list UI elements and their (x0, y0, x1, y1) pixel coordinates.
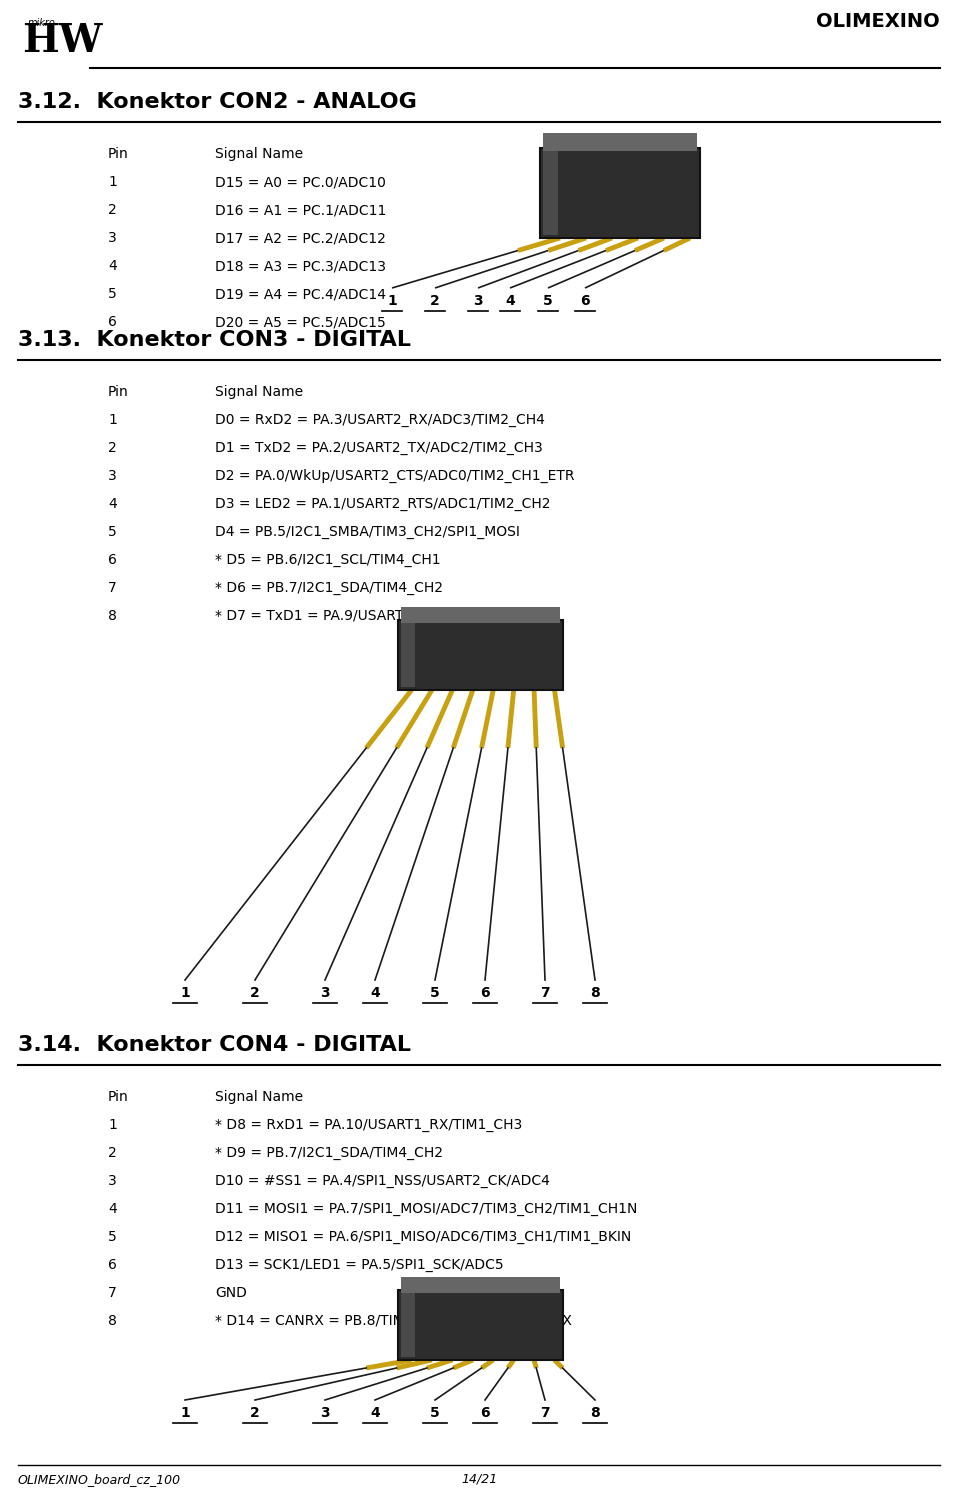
Text: Signal Name: Signal Name (215, 386, 303, 399)
Text: D0 = RxD2 = PA.3/USART2_RX/ADC3/TIM2_CH4: D0 = RxD2 = PA.3/USART2_RX/ADC3/TIM2_CH4 (215, 413, 545, 428)
Text: 1: 1 (108, 175, 117, 188)
Text: 1: 1 (108, 413, 117, 428)
Text: 7: 7 (108, 1286, 117, 1301)
FancyBboxPatch shape (400, 607, 560, 623)
Text: * D8 = RxD1 = PA.10/USART1_RX/TIM1_CH3: * D8 = RxD1 = PA.10/USART1_RX/TIM1_CH3 (215, 1118, 522, 1132)
FancyBboxPatch shape (540, 148, 700, 238)
Text: 2: 2 (430, 295, 440, 308)
Text: * D9 = PB.7/I2C1_SDA/TIM4_CH2: * D9 = PB.7/I2C1_SDA/TIM4_CH2 (215, 1147, 443, 1160)
Text: 7: 7 (108, 582, 117, 595)
Text: 6: 6 (580, 295, 589, 308)
Text: D10 = #SS1 = PA.4/SPI1_NSS/USART2_CK/ADC4: D10 = #SS1 = PA.4/SPI1_NSS/USART2_CK/ADC… (215, 1174, 550, 1189)
Text: 6: 6 (108, 553, 117, 567)
Text: 1: 1 (108, 1118, 117, 1132)
Text: Signal Name: Signal Name (215, 1090, 303, 1103)
Text: 4: 4 (108, 496, 117, 511)
Text: 3: 3 (108, 469, 117, 483)
Text: 4: 4 (108, 259, 117, 274)
FancyBboxPatch shape (543, 133, 697, 151)
Text: Pin: Pin (108, 1090, 129, 1103)
Text: 1: 1 (387, 295, 396, 308)
Text: 5: 5 (108, 525, 117, 540)
Text: 4: 4 (371, 1405, 380, 1420)
FancyBboxPatch shape (543, 151, 558, 235)
Text: 8: 8 (590, 1405, 600, 1420)
Text: mikro: mikro (28, 18, 56, 28)
Text: D19 = A4 = PC.4/ADC14: D19 = A4 = PC.4/ADC14 (215, 287, 386, 300)
Text: 3.12.  Konektor CON2 - ANALOG: 3.12. Konektor CON2 - ANALOG (18, 93, 417, 112)
Text: 3: 3 (108, 1174, 117, 1189)
Text: 6: 6 (480, 987, 490, 1000)
Text: GND: GND (215, 1286, 247, 1301)
Text: D2 = PA.0/WkUp/USART2_CTS/ADC0/TIM2_CH1_ETR: D2 = PA.0/WkUp/USART2_CTS/ADC0/TIM2_CH1_… (215, 469, 574, 483)
FancyBboxPatch shape (397, 620, 563, 691)
Text: 3.13.  Konektor CON3 - DIGITAL: 3.13. Konektor CON3 - DIGITAL (18, 330, 411, 350)
Text: D20 = A5 = PC.5/ADC15: D20 = A5 = PC.5/ADC15 (215, 315, 386, 329)
Text: 1: 1 (180, 1405, 190, 1420)
FancyBboxPatch shape (397, 1290, 563, 1360)
Text: 2: 2 (251, 987, 260, 1000)
Text: 8: 8 (108, 1314, 117, 1328)
Text: Pin: Pin (108, 386, 129, 399)
Text: 3: 3 (321, 1405, 330, 1420)
Text: OLIMEXINO: OLIMEXINO (816, 12, 940, 31)
Text: OLIMEXINO_board_cz_100: OLIMEXINO_board_cz_100 (18, 1473, 181, 1486)
FancyBboxPatch shape (400, 1277, 560, 1293)
Text: 2: 2 (108, 1147, 117, 1160)
Text: 3.14.  Konektor CON4 - DIGITAL: 3.14. Konektor CON4 - DIGITAL (18, 1035, 411, 1055)
Text: Signal Name: Signal Name (215, 147, 303, 161)
Text: 2: 2 (251, 1405, 260, 1420)
Text: 5: 5 (430, 1405, 440, 1420)
Text: * D7 = TxD1 = PA.9/USART1_TX/TIM1_CH2: * D7 = TxD1 = PA.9/USART1_TX/TIM1_CH2 (215, 608, 511, 623)
Text: 2: 2 (108, 441, 117, 454)
Text: D18 = A3 = PC.3/ADC13: D18 = A3 = PC.3/ADC13 (215, 259, 386, 274)
Text: 4: 4 (108, 1202, 117, 1215)
FancyBboxPatch shape (400, 1293, 415, 1357)
Text: D15 = A0 = PC.0/ADC10: D15 = A0 = PC.0/ADC10 (215, 175, 386, 188)
Text: * D14 = CANRX = PB.8/TIM4_CH3/I2C1_SCL/CANRX: * D14 = CANRX = PB.8/TIM4_CH3/I2C1_SCL/C… (215, 1314, 572, 1328)
Text: D17 = A2 = PC.2/ADC12: D17 = A2 = PC.2/ADC12 (215, 232, 386, 245)
Text: 7: 7 (540, 987, 550, 1000)
Text: D13 = SCK1/LED1 = PA.5/SPI1_SCK/ADC5: D13 = SCK1/LED1 = PA.5/SPI1_SCK/ADC5 (215, 1257, 504, 1272)
Text: * D5 = PB.6/I2C1_SCL/TIM4_CH1: * D5 = PB.6/I2C1_SCL/TIM4_CH1 (215, 553, 441, 567)
Text: D4 = PB.5/I2C1_SMBA/TIM3_CH2/SPI1_MOSI: D4 = PB.5/I2C1_SMBA/TIM3_CH2/SPI1_MOSI (215, 525, 520, 540)
Text: 5: 5 (108, 1230, 117, 1244)
Text: 7: 7 (540, 1405, 550, 1420)
Text: 14/21: 14/21 (462, 1473, 498, 1486)
Text: 3: 3 (473, 295, 483, 308)
Text: D16 = A1 = PC.1/ADC11: D16 = A1 = PC.1/ADC11 (215, 203, 386, 217)
Text: 3: 3 (321, 987, 330, 1000)
Text: 6: 6 (108, 1257, 117, 1272)
Text: 4: 4 (505, 295, 515, 308)
Text: 5: 5 (108, 287, 117, 300)
Text: 6: 6 (108, 315, 117, 329)
Text: Pin: Pin (108, 147, 129, 161)
Text: HW: HW (22, 22, 103, 60)
Text: * D6 = PB.7/I2C1_SDA/TIM4_CH2: * D6 = PB.7/I2C1_SDA/TIM4_CH2 (215, 582, 443, 595)
Text: 2: 2 (108, 203, 117, 217)
Text: 4: 4 (371, 987, 380, 1000)
Text: 5: 5 (543, 295, 553, 308)
Text: D11 = MOSI1 = PA.7/SPI1_MOSI/ADC7/TIM3_CH2/TIM1_CH1N: D11 = MOSI1 = PA.7/SPI1_MOSI/ADC7/TIM3_C… (215, 1202, 637, 1215)
Text: D12 = MISO1 = PA.6/SPI1_MISO/ADC6/TIM3_CH1/TIM1_BKIN: D12 = MISO1 = PA.6/SPI1_MISO/ADC6/TIM3_C… (215, 1230, 632, 1244)
Text: 6: 6 (480, 1405, 490, 1420)
Text: 3: 3 (108, 232, 117, 245)
Text: 1: 1 (180, 987, 190, 1000)
Text: 8: 8 (108, 608, 117, 623)
Text: 5: 5 (430, 987, 440, 1000)
Text: 8: 8 (590, 987, 600, 1000)
FancyBboxPatch shape (400, 623, 415, 688)
Text: D1 = TxD2 = PA.2/USART2_TX/ADC2/TIM2_CH3: D1 = TxD2 = PA.2/USART2_TX/ADC2/TIM2_CH3 (215, 441, 542, 454)
Text: D3 = LED2 = PA.1/USART2_RTS/ADC1/TIM2_CH2: D3 = LED2 = PA.1/USART2_RTS/ADC1/TIM2_CH… (215, 496, 550, 511)
